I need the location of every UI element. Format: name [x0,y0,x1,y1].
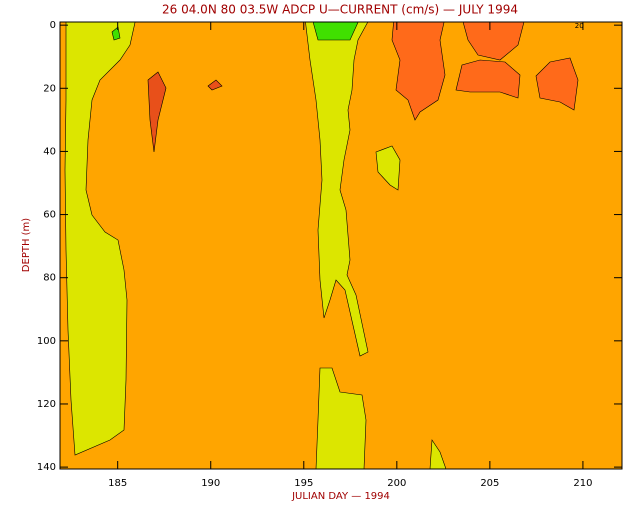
x-tick-label: 190 [201,478,220,489]
x-axis-label: JULIAN DAY — 1994 [291,491,390,502]
x-tick-label: 200 [387,478,406,489]
y-tick-label: 40 [43,146,56,157]
y-tick-label: 120 [37,399,56,410]
contour-label: 20 [575,22,584,30]
x-tick-label: 195 [294,478,313,489]
y-tick-label: 20 [43,83,56,94]
y-tick-label: 80 [43,273,56,284]
contour-regions [64,22,579,469]
y-tick-label: 100 [37,336,56,347]
x-tick-label: 205 [480,478,499,489]
plot-frame [59,21,623,470]
x-tick-label: 210 [573,478,592,489]
x-tick-label: 185 [108,478,127,489]
y-tick-label: 0 [50,20,56,31]
chart-title: 26 04.0N 80 03.5W ADCP U—CURRENT (cm/s) … [162,3,518,17]
y-tick-label: 60 [43,210,56,221]
y-tick-label: 140 [37,462,56,473]
y-axis-label: DEPTH (m) [21,218,32,272]
